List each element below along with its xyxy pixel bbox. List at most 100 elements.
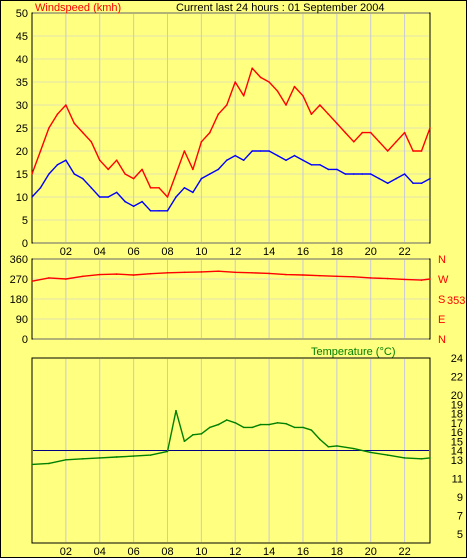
x-tick-label: 02 (60, 546, 72, 557)
data-point (293, 154, 296, 157)
data-point (420, 182, 423, 184)
data-point (327, 113, 330, 115)
data-point (98, 457, 101, 459)
data-point (268, 423, 270, 426)
data-point (234, 421, 237, 424)
data-point (285, 422, 287, 425)
data-point (175, 409, 177, 412)
data-point (209, 173, 211, 175)
data-point (183, 187, 186, 189)
data-point (225, 159, 228, 161)
data-point (242, 95, 245, 97)
data-point (90, 141, 93, 143)
data-point (166, 450, 169, 453)
x-tick-label: 22 (398, 246, 410, 258)
data-point (302, 159, 304, 161)
data-point (192, 433, 194, 436)
data-point (386, 182, 389, 184)
y-tick-label: 22 (451, 372, 463, 384)
data-point (132, 274, 135, 276)
direction-label: N (438, 334, 446, 346)
data-point (285, 273, 287, 276)
x-tick-label: 20 (365, 546, 377, 557)
x-tick-label: 08 (161, 246, 173, 258)
direction-label: S (438, 294, 445, 306)
data-point (48, 462, 50, 465)
y-tick-label: 17 (451, 418, 463, 430)
direction-label: E (438, 314, 445, 326)
data-point (192, 168, 194, 171)
data-point (276, 90, 279, 92)
data-point (82, 275, 84, 278)
y-tick-label: 18 (451, 409, 463, 421)
windspeed-panel: 02 04 06 08 10 12 14 16 18 20 22 0 5 10 15 20 25 30 35 40 45… (16, 2, 431, 258)
data-point (412, 182, 414, 184)
y-tick-label: 9 (457, 492, 463, 504)
y-tick-label: 270 (10, 274, 28, 286)
data-point (82, 131, 84, 134)
data-point (285, 104, 287, 106)
data-point (310, 113, 313, 115)
data-point (386, 277, 389, 280)
y-tick-label: 35 (16, 77, 28, 89)
x-tick-label: 16 (297, 546, 309, 557)
data-point (115, 159, 118, 161)
x-tick-label: 10 (195, 246, 207, 258)
data-point (175, 173, 177, 175)
data-point (65, 104, 67, 106)
data-point (31, 196, 33, 198)
y-tick-label: 25 (16, 123, 28, 135)
data-point (361, 131, 364, 134)
data-point (420, 150, 423, 152)
data-point (344, 173, 347, 175)
x-tick-label: 18 (331, 246, 343, 258)
y-tick-label: 40 (16, 54, 28, 66)
data-point (259, 150, 262, 152)
y-tick-label: 13 (451, 455, 463, 467)
y-tick-label: 14 (451, 446, 463, 458)
data-point (149, 187, 152, 189)
data-point (352, 447, 355, 450)
data-point (115, 273, 118, 275)
x-tick-label: 02 (60, 246, 72, 258)
data-point (124, 200, 126, 203)
data-point (158, 187, 160, 189)
x-tick-label: 14 (263, 246, 275, 258)
data-point (217, 113, 220, 115)
y-tick-label: 7 (457, 510, 463, 522)
data-point (217, 168, 220, 171)
y-tick-label: 19 (451, 399, 463, 411)
data-point (251, 271, 253, 274)
data-point (73, 122, 76, 125)
data-point (48, 173, 50, 175)
data-point (200, 177, 203, 180)
y-tick-label: 45 (16, 31, 28, 43)
data-point (386, 454, 389, 456)
data-point (302, 95, 304, 97)
data-point (369, 451, 372, 454)
direction-current-value: 353 (447, 295, 465, 307)
data-point (56, 113, 59, 115)
data-point (302, 426, 304, 429)
data-point (319, 274, 321, 277)
data-point (107, 196, 110, 198)
data-point (141, 168, 143, 171)
data-point (183, 150, 186, 152)
data-point (65, 458, 67, 461)
data-point (242, 426, 245, 429)
data-point (149, 210, 152, 212)
data-point (115, 456, 118, 458)
data-point (395, 177, 397, 180)
data-point (132, 177, 135, 180)
direction-label: N (438, 254, 446, 266)
data-point (175, 196, 177, 198)
data-point (200, 433, 203, 435)
data-point (276, 421, 279, 424)
temperature-title: Temperature (°C) (311, 346, 395, 358)
data-point (251, 426, 253, 429)
data-point (403, 131, 406, 134)
page-title: Current last 24 hours : 01 September 200… (176, 2, 385, 14)
y-tick-label: 20 (451, 390, 463, 402)
data-point (98, 273, 101, 276)
